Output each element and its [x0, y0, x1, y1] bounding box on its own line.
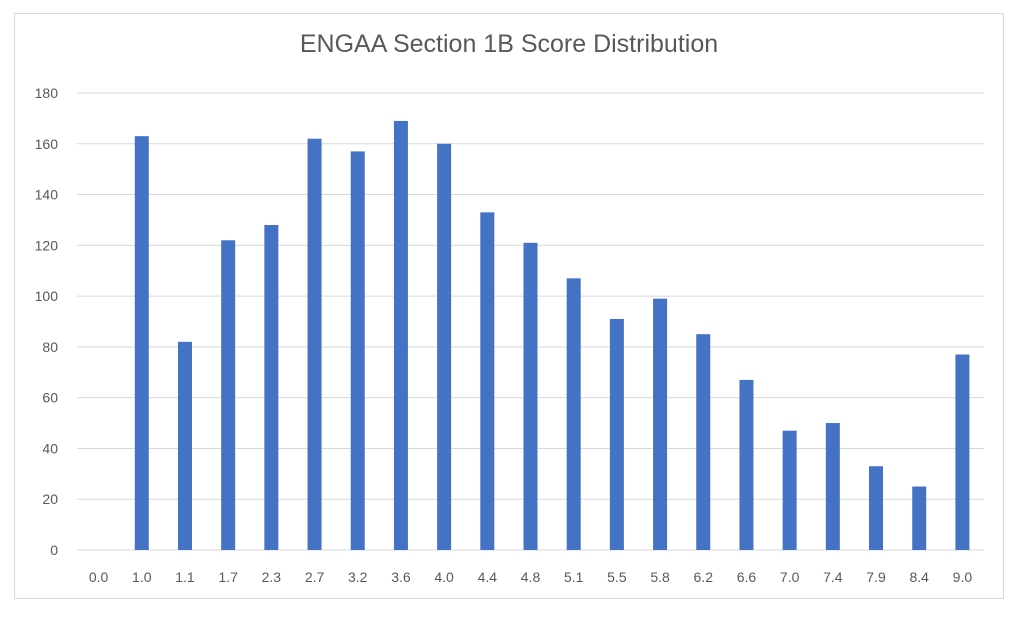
bar: [955, 354, 970, 550]
y-tick-label: 80: [42, 339, 58, 355]
x-tick-label: 8.4: [909, 569, 929, 585]
x-tick-label: 6.6: [737, 569, 757, 585]
bar: [825, 423, 840, 550]
x-tick-label: 1.7: [218, 569, 238, 585]
bar: [307, 138, 322, 550]
bar: [221, 240, 236, 550]
x-tick-label: 3.6: [391, 569, 411, 585]
chart-title: ENGAA Section 1B Score Distribution: [299, 30, 719, 58]
x-tick-label: 4.8: [521, 569, 541, 585]
x-tick-label: 7.4: [823, 569, 843, 585]
x-tick-label: 2.7: [305, 569, 325, 585]
bar: [350, 151, 365, 550]
x-tick-label: 0.0: [89, 569, 109, 585]
y-tick-label: 60: [42, 390, 58, 406]
x-tick-label: 3.2: [348, 569, 368, 585]
y-tick-label: 100: [35, 288, 59, 304]
bar: [696, 334, 711, 550]
y-tick-label: 120: [35, 237, 59, 253]
y-tick-label: 180: [35, 85, 59, 101]
y-tick-label: 20: [42, 491, 58, 507]
bar: [480, 212, 495, 551]
x-tick-label: 4.4: [478, 569, 498, 585]
bar: [739, 379, 754, 550]
x-tick-label: 2.3: [262, 569, 282, 585]
bar: [437, 143, 452, 550]
x-tick-label: 5.1: [564, 569, 584, 585]
x-tick-label: 4.0: [434, 569, 454, 585]
bar: [609, 318, 624, 550]
x-tick-label: 5.8: [650, 569, 670, 585]
bar: [523, 242, 538, 551]
y-axis-labels: 0 20 40 60 80 100 120 140 160 180: [35, 85, 59, 558]
y-tick-label: 40: [42, 440, 58, 456]
y-tick-label: 0: [50, 542, 58, 558]
bar: [177, 341, 192, 550]
bar: [393, 120, 408, 550]
x-axis-labels: 0.0 1.0 1.1 1.7 2.3 2.7 3.2 3.6 4.0 4.4 4.8 5.1 5.5 5…: [89, 569, 972, 585]
bar: [782, 430, 797, 550]
bar: [912, 486, 927, 550]
bar: [134, 136, 149, 550]
bar: [264, 225, 279, 550]
bar: [653, 298, 668, 550]
x-tick-label: 7.0: [780, 569, 800, 585]
x-tick-label: 1.0: [132, 569, 152, 585]
x-tick-label: 1.1: [175, 569, 195, 585]
x-tick-label: 9.0: [953, 569, 973, 585]
x-tick-label: 6.2: [694, 569, 714, 585]
y-tick-label: 140: [35, 187, 59, 203]
x-tick-label: 7.9: [866, 569, 886, 585]
bars: [134, 120, 970, 551]
x-tick-label: 5.5: [607, 569, 627, 585]
bar: [566, 278, 581, 550]
bar: [869, 466, 884, 550]
y-tick-label: 160: [35, 136, 59, 152]
